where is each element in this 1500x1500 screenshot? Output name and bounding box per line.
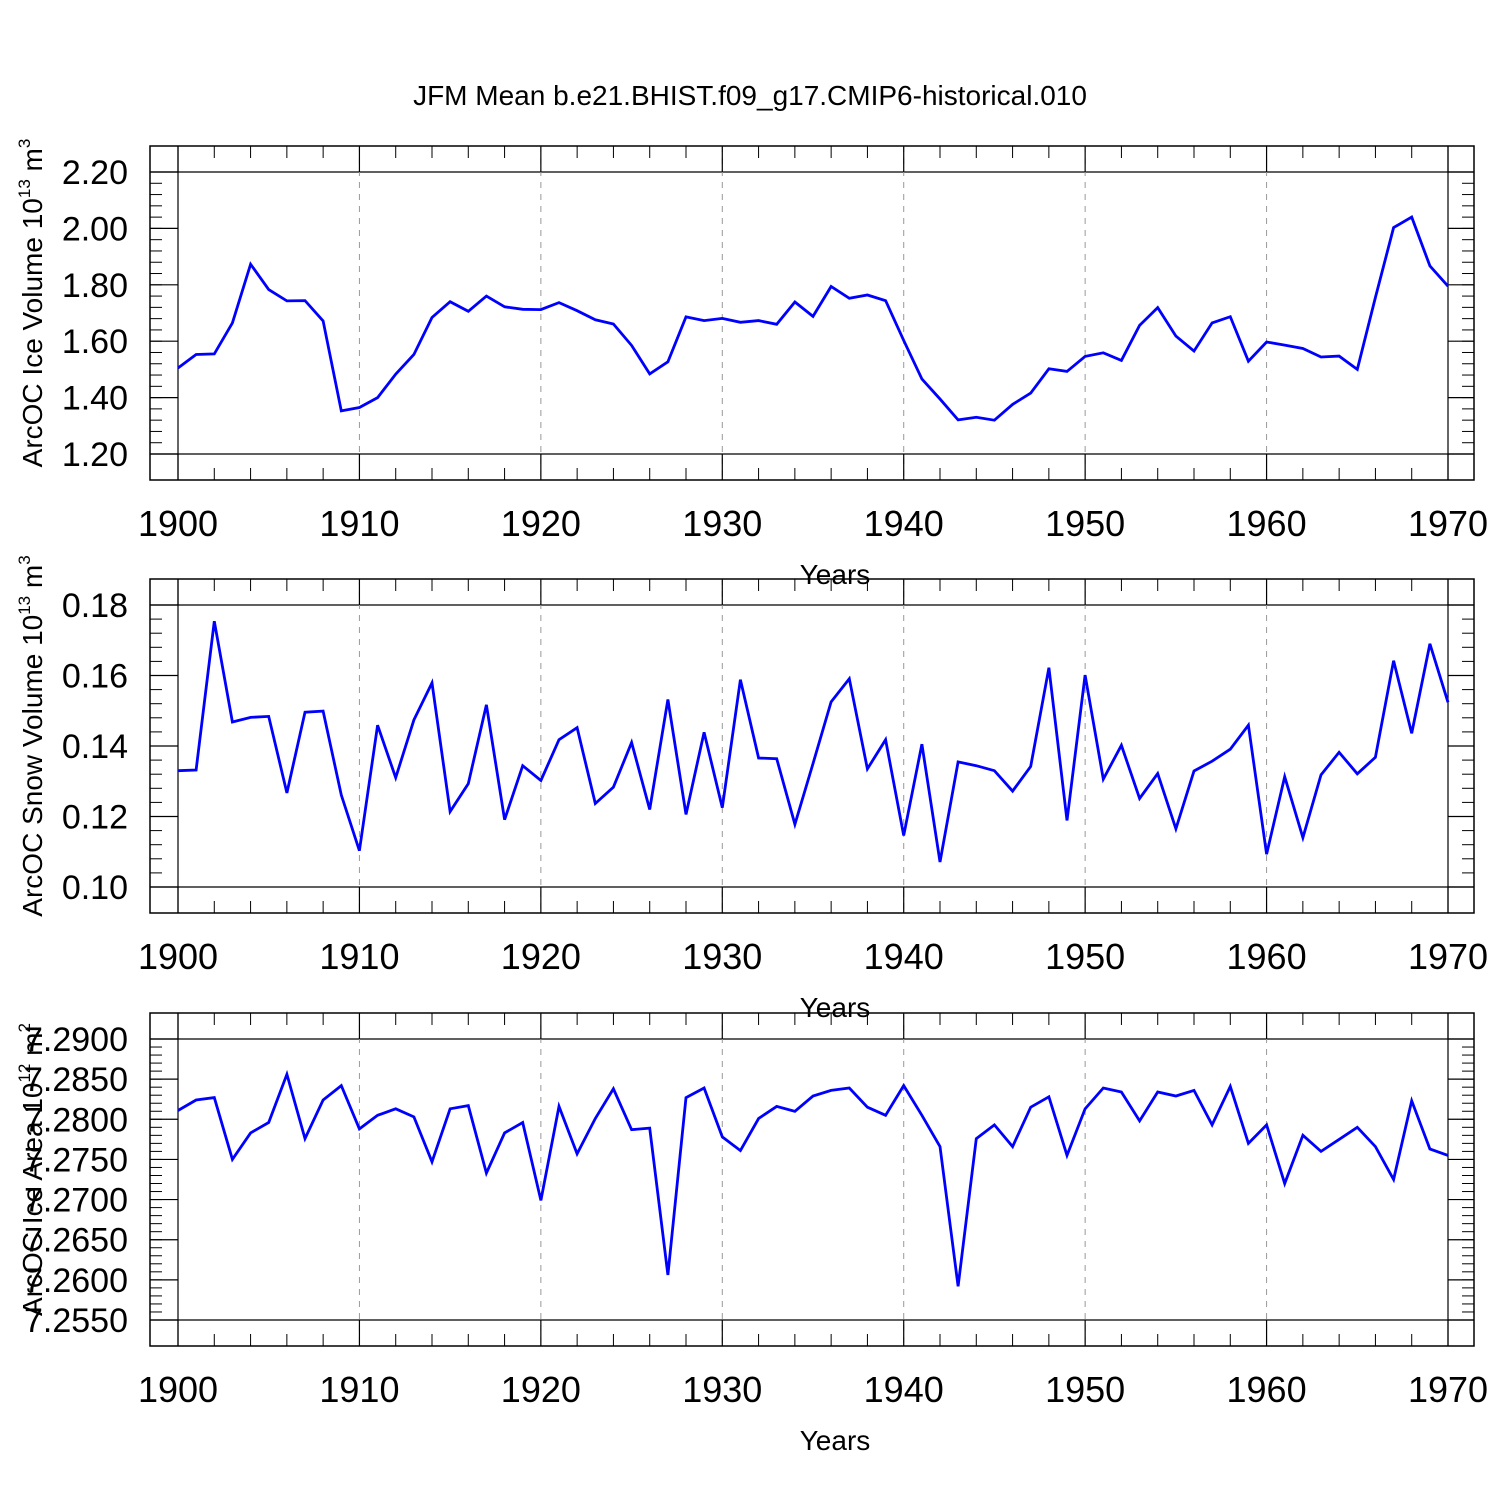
x-tick-label: 1950: [1045, 503, 1125, 544]
y-tick-label: 1.20: [62, 436, 128, 474]
y-tick-label: 1.80: [62, 267, 128, 305]
x-tick-label: 1940: [864, 503, 944, 544]
y-tick-label: 0.14: [62, 728, 128, 766]
x-tick-label: 1900: [138, 1369, 218, 1410]
x-tick-label: 1920: [501, 936, 581, 977]
chart-title: JFM Mean b.e21.BHIST.f09_g17.CMIP6-histo…: [413, 80, 1087, 111]
y-tick-label: 7.2750: [24, 1141, 128, 1179]
y-tick-label: 0.16: [62, 658, 128, 696]
x-tick-label: 1910: [319, 503, 399, 544]
y-tick-label: 7.2550: [24, 1302, 128, 1340]
plot-frame: [149, 1012, 1475, 1347]
panel-2: 1900 1910 1920 1930 1940 1950 1960 1970 0.10 0.12…: [15, 555, 1488, 1023]
y-tick-label: 1.40: [62, 380, 128, 418]
y-tick-label: 1.60: [62, 323, 128, 361]
y-tick-label: 0.18: [62, 587, 128, 625]
y-tick-label: 7.2700: [24, 1182, 128, 1220]
y-tick-label: 7.2600: [24, 1262, 128, 1300]
x-tick-label: 1960: [1227, 936, 1307, 977]
plot-frame: [149, 145, 1475, 481]
x-tick-label: 1900: [138, 503, 218, 544]
y-tick-label: 7.2650: [24, 1222, 128, 1260]
x-tick-label: 1910: [319, 936, 399, 977]
y-tick-label: 0.10: [62, 869, 128, 907]
series-line: [177, 215, 1450, 422]
x-tick-label: 1910: [319, 1369, 399, 1410]
x-tick-label: 1960: [1227, 503, 1307, 544]
panel-3: 1900 1910 1920 1930 1940 1950 1960 19707.25507.…: [15, 1012, 1488, 1456]
y-tick-label: 2.00: [62, 210, 128, 248]
y-tick-label: 7.2800: [24, 1101, 128, 1139]
x-tick-label: 1970: [1408, 936, 1488, 977]
x-tick-label: 1970: [1408, 503, 1488, 544]
x-tick-label: 1950: [1045, 936, 1125, 977]
series-line: [177, 1069, 1449, 1287]
x-tick-label: 1960: [1227, 1369, 1307, 1410]
x-tick-label: 1930: [682, 503, 762, 544]
x-tick-label: 1930: [682, 1369, 762, 1410]
y-tick-label: 7.2900: [24, 1021, 128, 1059]
x-tick-label: 1930: [682, 936, 762, 977]
y-tick-label: 2.20: [62, 154, 128, 192]
x-axis-label: Years: [800, 1425, 871, 1456]
y-tick-label: 7.2850: [24, 1061, 128, 1099]
y-axis-label: ArcOC Ice Volume 1013 m3: [15, 139, 48, 468]
x-tick-label: 1940: [864, 936, 944, 977]
x-tick-label: 1970: [1408, 1369, 1488, 1410]
x-axis-label: Years: [800, 559, 871, 590]
x-tick-label: 1920: [501, 1369, 581, 1410]
panel-1: 1900 1910 1920 1930 1940 1950 1960 1970 1.20 1.40…: [15, 139, 1488, 590]
y-axis-label: ArcOC Ice Area 1012 m2: [15, 1023, 48, 1316]
y-tick-label: 0.12: [62, 799, 128, 837]
y-axis-label: ArcOC Snow Volume 1013 m3: [15, 555, 48, 916]
x-tick-label: 1900: [138, 936, 218, 977]
plots: 1900 1910 1920 1930 1940 1950 1960 1970 1.20 1.40…: [15, 139, 1488, 1456]
x-tick-label: 1940: [864, 1369, 944, 1410]
series-line: [177, 620, 1450, 863]
x-tick-label: 1950: [1045, 1369, 1125, 1410]
x-axis-label: Years: [800, 992, 871, 1023]
x-tick-label: 1920: [501, 503, 581, 544]
